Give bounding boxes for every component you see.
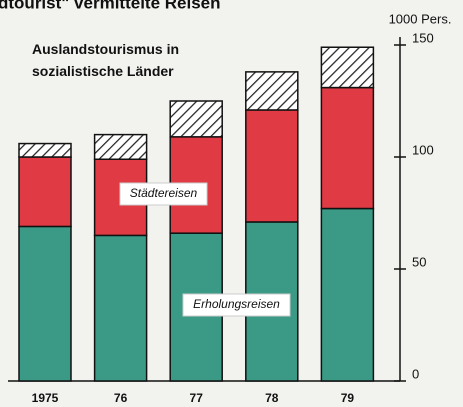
series-label-box <box>182 293 291 317</box>
subtitle-box: Auslandstourismus in sozialistische Länd… <box>32 41 180 79</box>
bar-segment <box>320 86 375 210</box>
bar-segment <box>18 225 72 382</box>
x-tick-label: 1975 <box>32 391 59 405</box>
chart-title: dtourist" vermittelte Reisen <box>0 0 221 12</box>
x-tick-label: 76 <box>114 391 128 405</box>
series-label: Städtereisen <box>130 186 198 200</box>
series-label: Erholungsreisen <box>193 297 280 311</box>
bar-segment <box>93 133 148 160</box>
axis-unit: 1000 Pers. <box>389 11 452 26</box>
x-tick-label: 79 <box>341 391 355 405</box>
bar-segment <box>245 71 299 111</box>
y-tick-label: 150 <box>412 30 434 45</box>
bar-segment <box>18 142 72 158</box>
series-label-box <box>119 182 208 206</box>
x-tick-label: 77 <box>190 391 204 405</box>
bar-segment <box>93 234 148 382</box>
y-tick-label: 100 <box>412 142 434 157</box>
bar-segment <box>320 207 375 382</box>
x-tick-label: 78 <box>265 391 279 405</box>
bar-segment <box>245 109 299 223</box>
bar-segment <box>18 156 72 228</box>
y-tick-label: 0 <box>412 366 419 381</box>
bar-segment <box>320 46 375 89</box>
bar-segment <box>169 100 223 138</box>
subtitle: Auslandstourismus in sozialistische Länd… <box>32 41 180 79</box>
y-tick-label: 50 <box>412 254 426 269</box>
